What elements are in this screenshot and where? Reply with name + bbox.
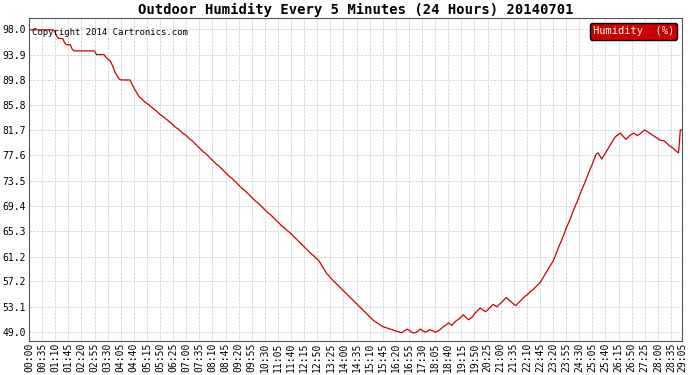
Title: Outdoor Humidity Every 5 Minutes (24 Hours) 20140701: Outdoor Humidity Every 5 Minutes (24 Hou…	[138, 3, 573, 17]
Legend: Humidity  (%): Humidity (%)	[589, 23, 677, 39]
Text: Copyright 2014 Cartronics.com: Copyright 2014 Cartronics.com	[32, 28, 188, 37]
